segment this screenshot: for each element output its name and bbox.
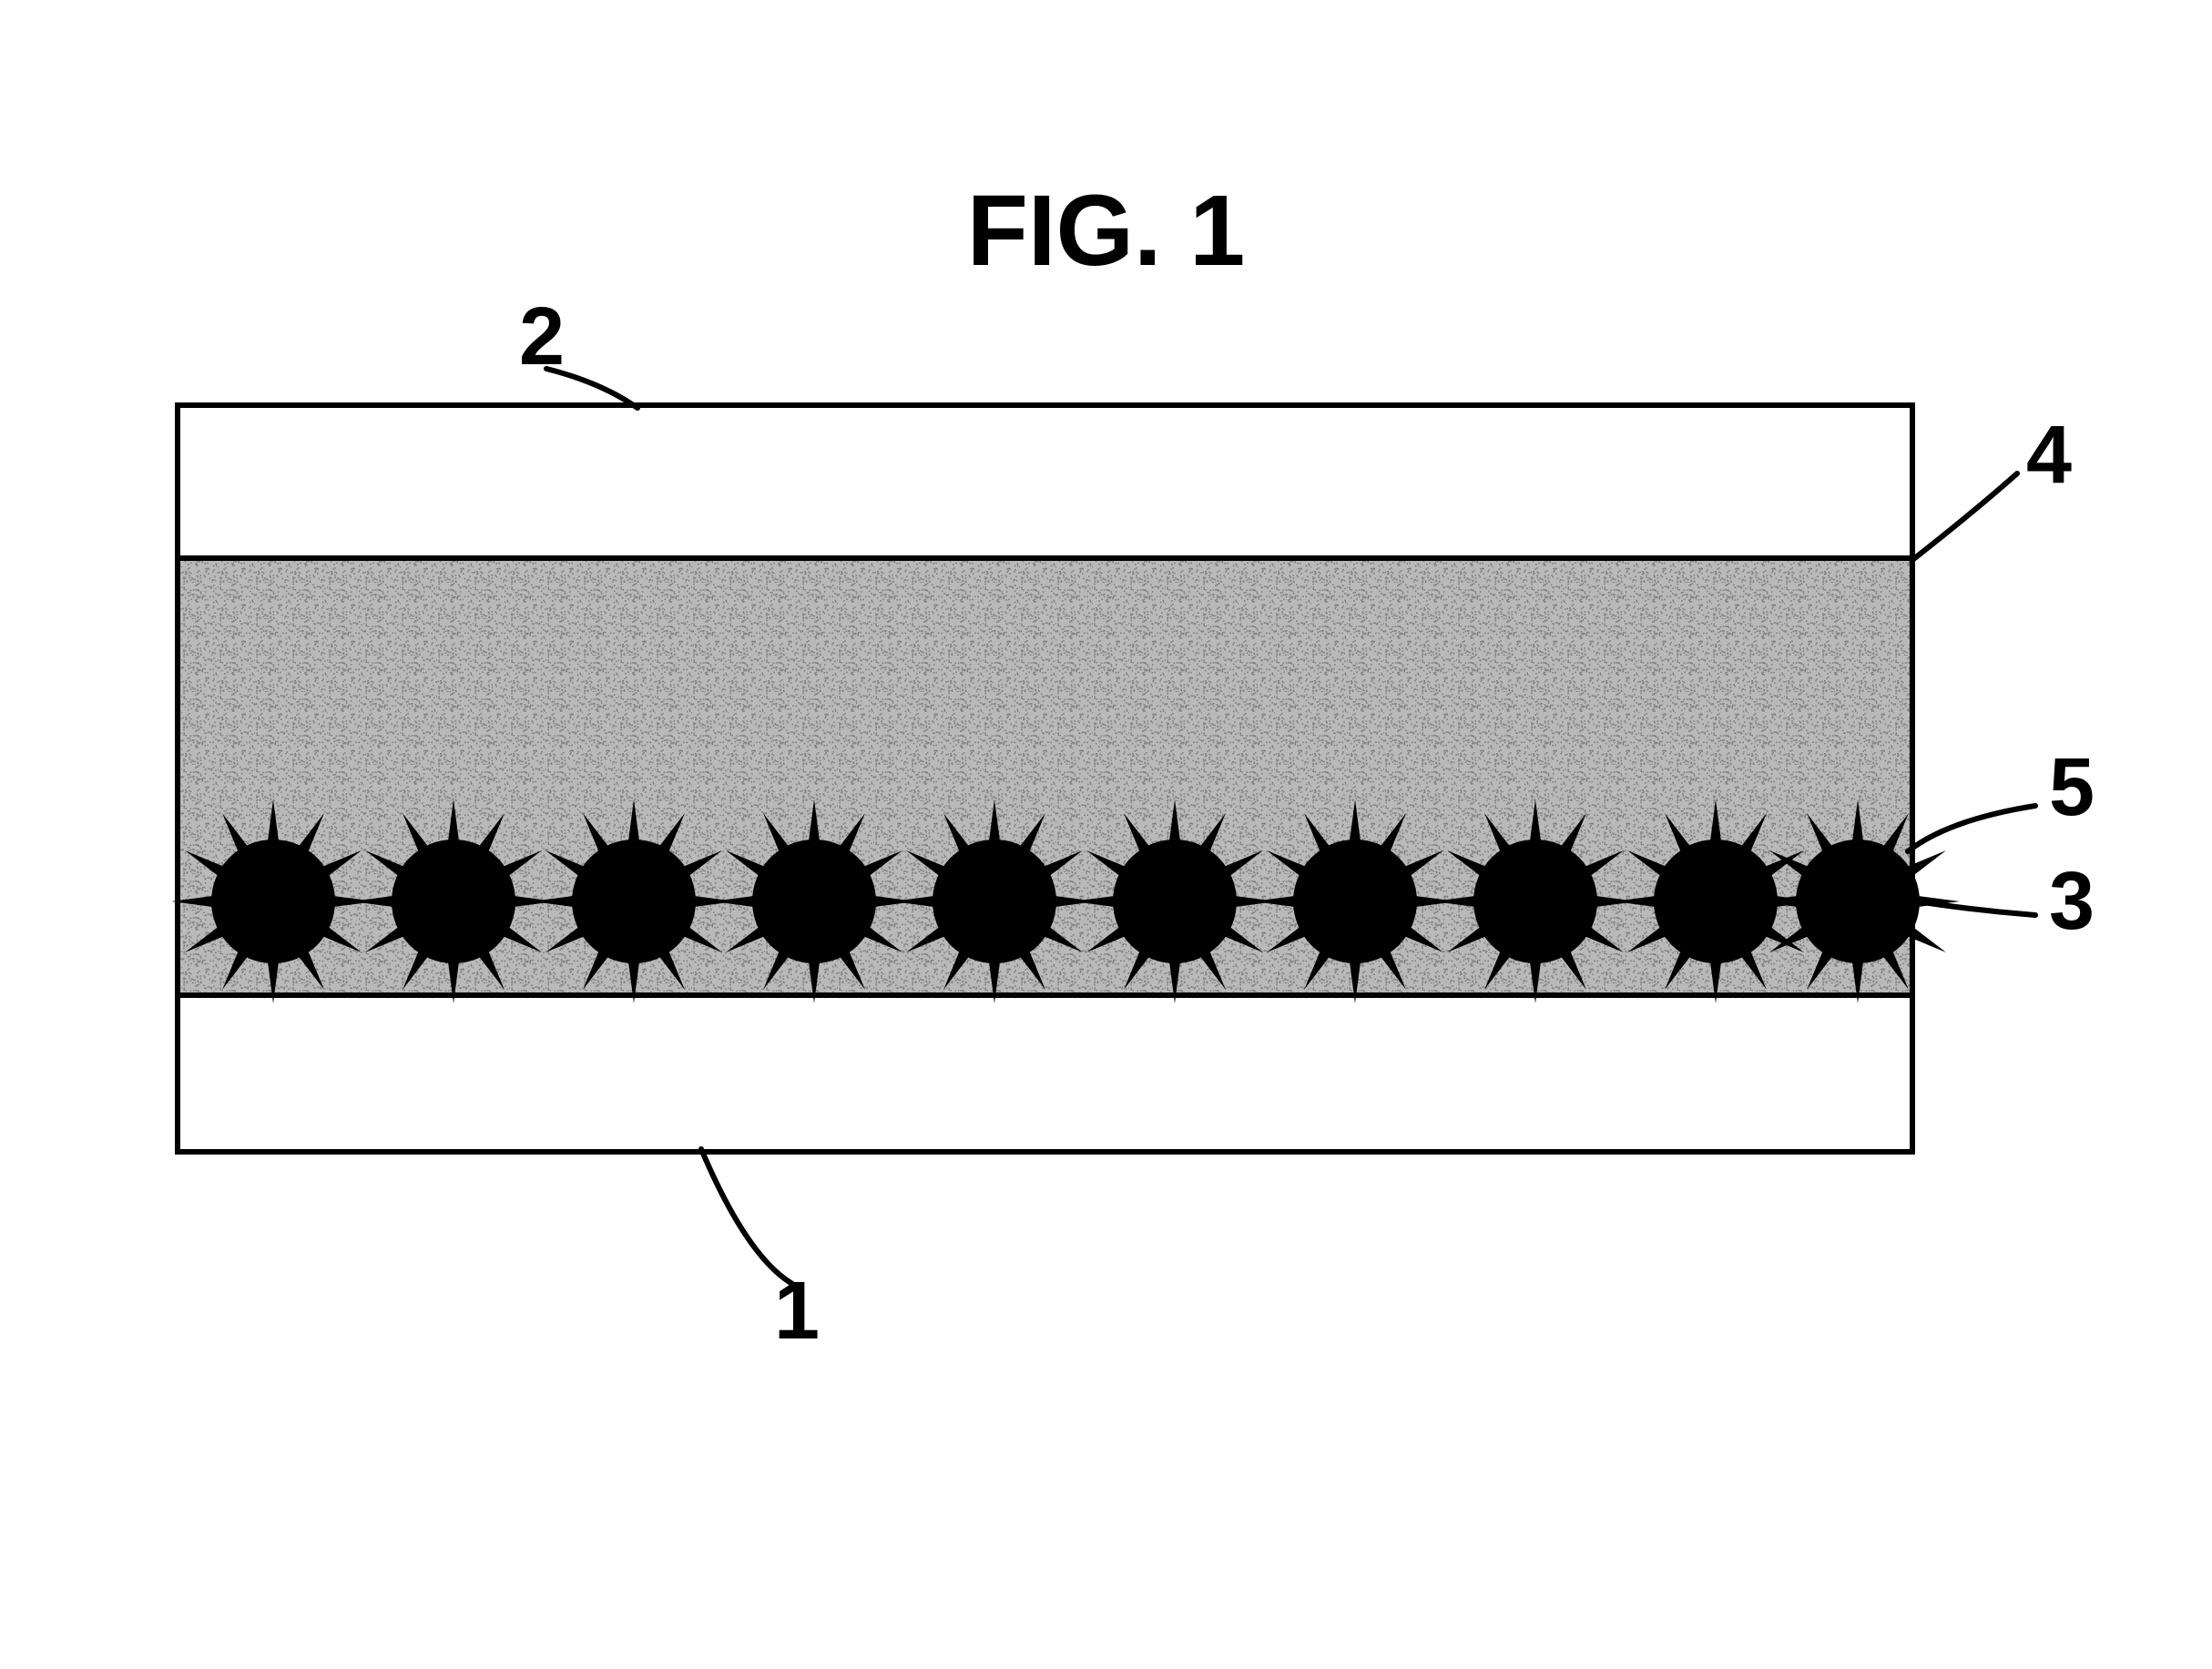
- leader-line: [1912, 473, 2017, 560]
- callout-label: 4: [2026, 410, 2072, 501]
- particle-body: [1293, 840, 1417, 963]
- particle-body: [1796, 840, 1920, 963]
- particle-body: [572, 840, 696, 963]
- callout-label: 2: [519, 291, 565, 382]
- callout-label: 3: [2049, 856, 2095, 947]
- particle-body: [1113, 840, 1237, 963]
- callout-label: 1: [774, 1266, 820, 1357]
- leader-line: [1917, 901, 2035, 915]
- particle-body: [1473, 840, 1597, 963]
- leader-line: [1908, 806, 2035, 851]
- particle-body: [211, 840, 335, 963]
- figure-container: FIG. 1 24531: [0, 0, 2212, 1669]
- particle-body: [392, 840, 515, 963]
- leader-line: [701, 1149, 792, 1284]
- figure-svg: 2 4 5 3 1: [0, 0, 2212, 1669]
- particle-body: [933, 840, 1056, 963]
- particle-body: [752, 840, 876, 963]
- callout-label: 5: [2049, 742, 2095, 833]
